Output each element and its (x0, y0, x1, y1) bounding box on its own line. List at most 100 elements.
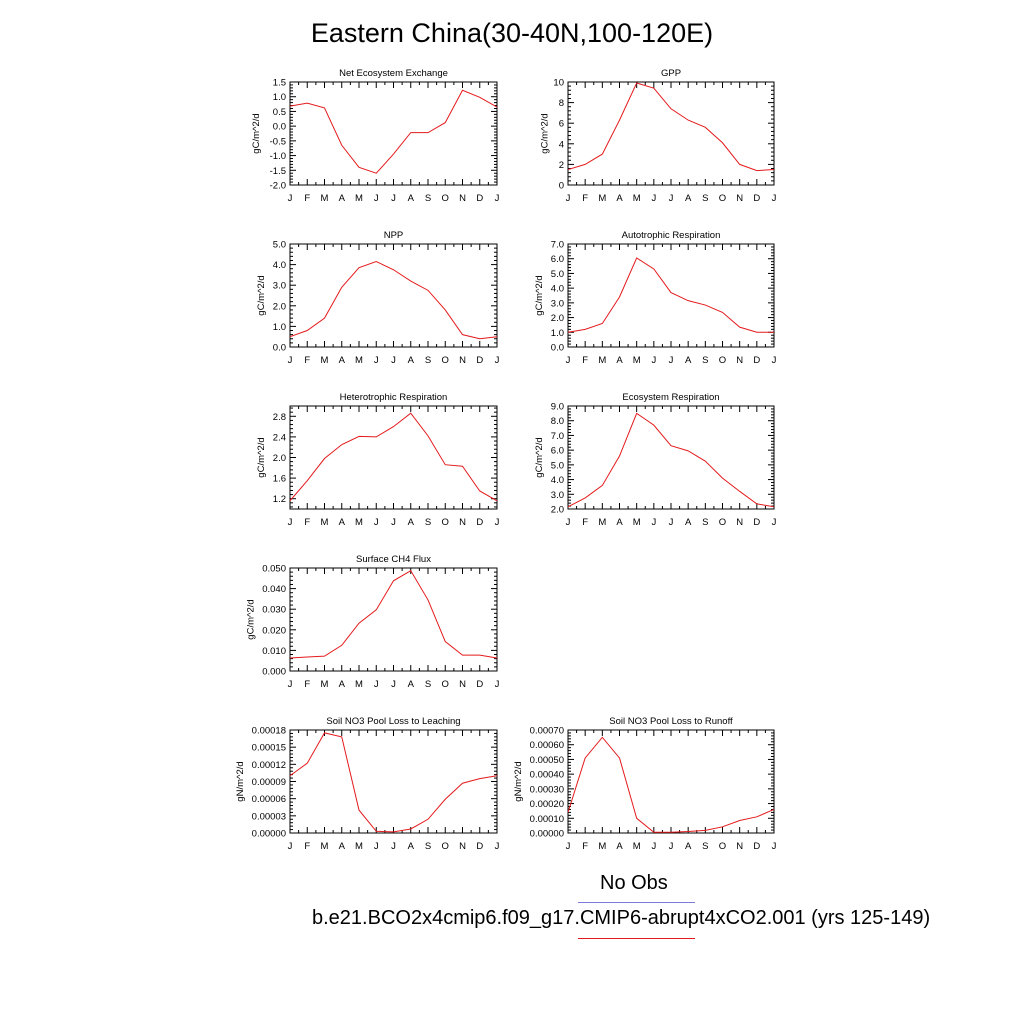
page-title: Eastern China(30-40N,100-120E) (310, 18, 714, 48)
x-tick-label: A (408, 679, 415, 690)
panel-title: NPP (384, 230, 404, 241)
x-tick-label: S (425, 517, 431, 528)
x-tick-label: N (459, 841, 466, 852)
x-tick-label: O (719, 517, 726, 528)
y-tick-label: 0.00003 (252, 811, 286, 822)
x-tick-label: J (374, 841, 379, 852)
x-tick-label: D (476, 679, 483, 690)
legend-obs-line (578, 902, 695, 903)
y-tick-label: 0.00012 (252, 760, 286, 771)
x-tick-label: F (582, 841, 588, 852)
panel-title: GPP (661, 68, 681, 79)
x-tick-label: A (408, 517, 415, 528)
x-tick-label: O (719, 355, 726, 366)
y-tick-label: 0.5 (273, 107, 286, 118)
x-tick-label: M (355, 841, 363, 852)
x-tick-label: S (425, 841, 431, 852)
x-tick-label: J (651, 193, 656, 204)
x-tick-label: J (391, 193, 396, 204)
x-tick-label: O (442, 841, 449, 852)
y-tick-label: 5.0 (273, 240, 286, 251)
x-tick-label: S (702, 841, 708, 852)
y-tick-label: 6.0 (551, 254, 564, 265)
y-tick-label: 0.00070 (530, 726, 564, 737)
plot-frame (567, 729, 775, 834)
x-tick-label: J (772, 193, 777, 204)
y-tick-label: -1.0 (270, 151, 286, 162)
x-tick-label: J (391, 679, 396, 690)
panel-title: Soil NO3 Pool Loss to Leaching (326, 716, 460, 727)
x-tick-label: A (408, 841, 415, 852)
x-tick-label: N (459, 679, 466, 690)
y-tick-label: 0.020 (262, 625, 286, 636)
y-tick-label: 1.2 (273, 494, 286, 505)
y-tick-label: 0.000 (262, 667, 286, 678)
x-tick-label: J (772, 355, 777, 366)
x-tick-label: J (669, 841, 674, 852)
legend-model-label: b.e21.BCO2x4cmip6.f09_g17.CMIP6-abrupt4x… (312, 907, 931, 929)
y-tick-label: 4.0 (273, 260, 286, 271)
y-axis-label: gC/m^2/d (534, 437, 545, 477)
x-tick-label: J (651, 355, 656, 366)
x-tick-label: M (355, 193, 363, 204)
plot-frame (289, 405, 498, 510)
x-tick-label: O (442, 193, 449, 204)
y-tick-label: 3.0 (551, 298, 564, 309)
x-tick-label: D (753, 193, 760, 204)
x-tick-label: M (321, 841, 329, 852)
x-tick-label: J (391, 355, 396, 366)
x-tick-label: N (459, 193, 466, 204)
x-tick-label: A (339, 355, 346, 366)
x-tick-label: J (495, 679, 500, 690)
x-tick-label: M (321, 517, 329, 528)
y-tick-label: 0.00000 (530, 829, 564, 840)
series-line (567, 736, 775, 833)
series-line (289, 89, 498, 174)
x-tick-label: J (669, 355, 674, 366)
x-tick-label: J (391, 841, 396, 852)
y-tick-label: 0.00030 (530, 784, 564, 795)
y-tick-label: 7.0 (551, 431, 564, 442)
y-tick-label: 1.5 (273, 78, 286, 89)
x-tick-label: A (616, 517, 623, 528)
x-tick-label: J (374, 193, 379, 204)
y-tick-label: 1.0 (273, 92, 286, 103)
x-tick-label: J (566, 193, 571, 204)
x-tick-label: F (582, 517, 588, 528)
y-tick-label: 3.0 (551, 490, 564, 501)
y-tick-label: 9.0 (551, 402, 564, 413)
x-tick-label: D (753, 355, 760, 366)
x-tick-label: S (425, 193, 431, 204)
y-tick-label: 8.0 (551, 416, 564, 427)
y-tick-label: 2.0 (273, 453, 286, 464)
x-tick-label: J (669, 193, 674, 204)
x-tick-label: S (425, 679, 431, 690)
x-tick-label: J (288, 355, 293, 366)
x-tick-label: A (339, 679, 346, 690)
panel-title: Heterotrophic Respiration (340, 392, 448, 403)
y-tick-label: 1.0 (551, 328, 564, 339)
x-tick-label: M (598, 517, 606, 528)
x-tick-label: D (476, 841, 483, 852)
y-tick-label: 10 (553, 78, 564, 89)
x-tick-label: A (339, 841, 346, 852)
y-tick-label: 0.00060 (530, 740, 564, 751)
y-tick-label: 0 (559, 181, 564, 192)
x-tick-label: D (753, 841, 760, 852)
y-tick-label: 0.010 (262, 646, 286, 657)
x-tick-label: M (598, 355, 606, 366)
x-tick-label: D (753, 517, 760, 528)
y-tick-label: 0.050 (262, 564, 286, 575)
y-tick-label: 0.00009 (252, 777, 286, 788)
y-tick-label: 7.0 (551, 240, 564, 251)
x-tick-label: M (633, 355, 641, 366)
x-tick-label: A (616, 193, 623, 204)
x-tick-label: N (736, 193, 743, 204)
x-tick-label: J (651, 517, 656, 528)
series-line (567, 412, 775, 508)
